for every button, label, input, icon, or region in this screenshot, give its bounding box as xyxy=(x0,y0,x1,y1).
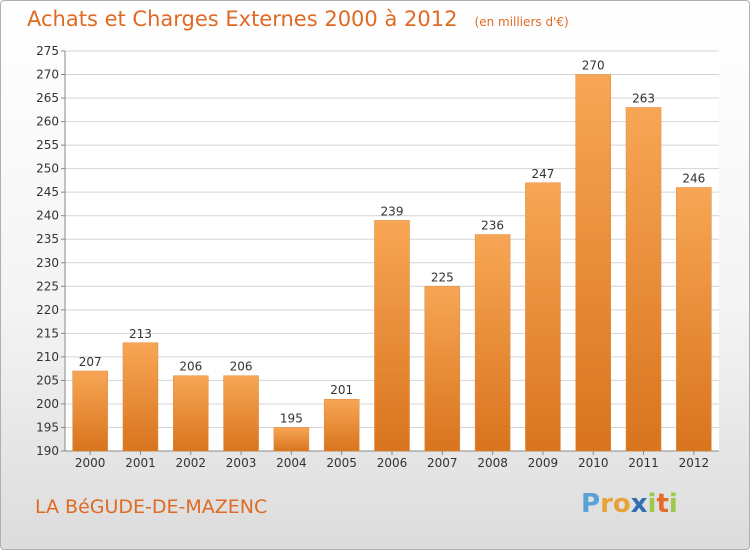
logo-letter: t xyxy=(656,489,669,519)
bar xyxy=(474,234,511,452)
y-tick-label: 235 xyxy=(36,232,59,246)
y-tick-label: 195 xyxy=(36,420,59,434)
unit-note: (en milliers d'€) xyxy=(474,15,569,29)
bar-value-label: 207 xyxy=(79,355,102,369)
bar-value-label: 239 xyxy=(381,204,404,218)
logo-letter: r xyxy=(600,489,613,519)
y-tick-label: 220 xyxy=(36,303,59,317)
x-tick-label: 2008 xyxy=(477,456,508,470)
bar-value-label: 206 xyxy=(179,360,202,374)
x-tick-label: 2004 xyxy=(276,456,307,470)
title-row: Achats et Charges Externes 2000 à 2012 (… xyxy=(27,7,569,31)
y-tick-label: 250 xyxy=(36,162,59,176)
x-tick-label: 2006 xyxy=(377,456,408,470)
y-tick-label: 265 xyxy=(36,91,59,105)
logo-letter: i xyxy=(668,489,678,519)
bar-value-label: 247 xyxy=(531,167,554,181)
bar xyxy=(575,74,611,452)
y-tick-label: 230 xyxy=(36,256,59,270)
x-tick-label: 2001 xyxy=(125,456,156,470)
y-tick-label: 260 xyxy=(36,115,59,129)
bar xyxy=(676,187,712,452)
logo-letter: P xyxy=(581,489,601,519)
y-tick-label: 240 xyxy=(36,209,59,223)
y-tick-label: 200 xyxy=(36,397,59,411)
x-tick-label: 2007 xyxy=(427,456,458,470)
bar xyxy=(122,342,159,452)
logo-letter: i xyxy=(647,489,657,519)
x-tick-label: 2011 xyxy=(628,456,659,470)
x-tick-label: 2003 xyxy=(226,456,257,470)
x-tick-label: 2009 xyxy=(528,456,559,470)
y-tick-label: 255 xyxy=(36,138,59,152)
y-tick-label: 270 xyxy=(36,68,59,82)
bar xyxy=(173,375,209,452)
y-tick-label: 275 xyxy=(36,44,59,58)
bar-value-label: 195 xyxy=(280,411,303,425)
bar-value-label: 263 xyxy=(632,91,655,105)
y-tick-label: 225 xyxy=(36,279,59,293)
x-tick-label: 2012 xyxy=(679,456,710,470)
logo-letter: x xyxy=(630,489,648,519)
bar-value-label: 236 xyxy=(481,219,504,233)
y-tick-label: 190 xyxy=(36,444,59,458)
bar xyxy=(424,286,461,452)
y-tick-label: 210 xyxy=(36,350,59,364)
bar-value-label: 206 xyxy=(230,360,253,374)
y-tick-label: 245 xyxy=(36,185,59,199)
x-tick-label: 2005 xyxy=(326,456,357,470)
bar xyxy=(273,427,310,452)
bar xyxy=(374,220,410,452)
x-tick-label: 2002 xyxy=(175,456,206,470)
bar-value-label: 225 xyxy=(431,270,454,284)
bar-value-label: 213 xyxy=(129,327,152,341)
logo-letter: o xyxy=(612,489,631,519)
bar xyxy=(525,182,561,452)
bar-value-label: 270 xyxy=(582,59,605,73)
y-tick-label: 205 xyxy=(36,373,59,387)
chart-title: Achats et Charges Externes 2000 à 2012 xyxy=(27,7,458,31)
x-tick-label: 2010 xyxy=(578,456,609,470)
bar-value-label: 246 xyxy=(682,171,705,185)
place-name: LA BéGUDE-DE-MAZENC xyxy=(35,496,268,518)
bar xyxy=(72,370,108,452)
bar xyxy=(625,107,662,452)
x-tick-label: 2000 xyxy=(75,456,106,470)
bar xyxy=(223,375,259,452)
proxiti-logo: Proxiti xyxy=(581,489,678,519)
bar-value-label: 201 xyxy=(330,383,353,397)
bar xyxy=(323,398,360,452)
y-tick-label: 215 xyxy=(36,326,59,340)
